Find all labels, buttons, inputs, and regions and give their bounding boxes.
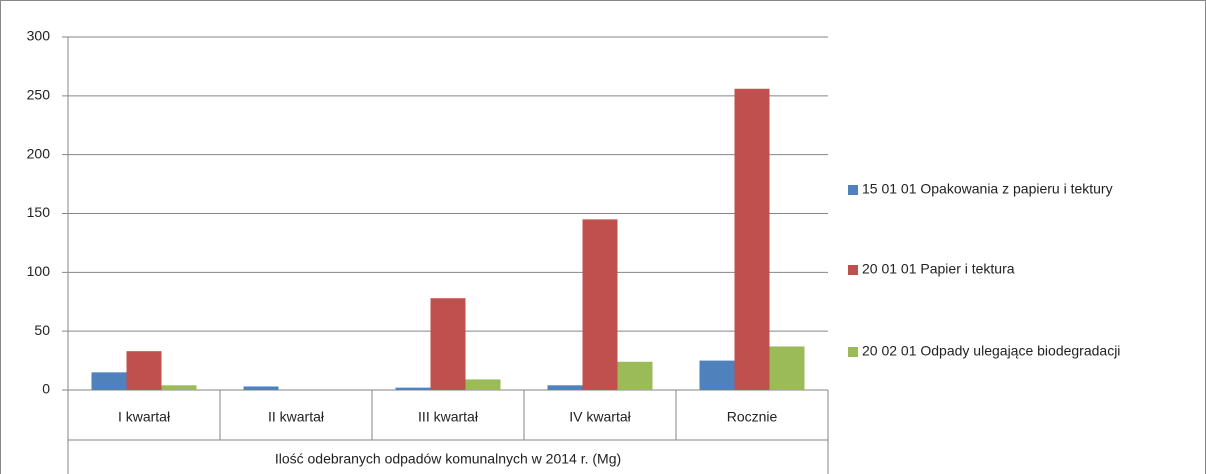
legend-swatch	[848, 185, 858, 195]
x-tick-label: IV kwartał	[569, 409, 631, 425]
x-tick-label: I kwartał	[118, 409, 171, 425]
y-tick-label: 200	[27, 145, 51, 161]
bar	[243, 386, 279, 390]
bar	[734, 88, 770, 391]
x-tick-label: II kwartał	[268, 409, 325, 425]
y-tick-label: 0	[42, 381, 50, 397]
bar	[161, 385, 197, 390]
bar	[126, 351, 162, 390]
bar	[395, 387, 431, 390]
bar	[769, 346, 805, 390]
legend-swatch	[848, 265, 858, 275]
bar	[699, 360, 735, 390]
bar	[582, 219, 618, 390]
legend-swatch	[848, 347, 858, 357]
y-tick-label: 150	[27, 204, 51, 220]
y-tick-label: 50	[34, 322, 50, 338]
bar	[547, 385, 583, 390]
x-tick-label: Rocznie	[727, 409, 778, 425]
y-tick-label: 250	[27, 87, 51, 103]
bar	[430, 298, 466, 390]
legend-label: 15 01 01 Opakowania z papieru i tektury	[862, 181, 1113, 197]
y-tick-label: 300	[27, 28, 51, 44]
x-tick-label: III kwartał	[418, 409, 479, 425]
x-axis-group-label: Ilość odebranych odpadów komunalnych w 2…	[275, 451, 621, 467]
legend-label: 20 02 01 Odpady ulegające biodegradacji	[862, 343, 1120, 359]
y-tick-label: 100	[27, 263, 51, 279]
bar	[465, 379, 501, 390]
legend-label: 20 01 01 Papier i tektura	[862, 261, 1015, 277]
bar	[91, 372, 127, 390]
bar	[617, 361, 653, 390]
